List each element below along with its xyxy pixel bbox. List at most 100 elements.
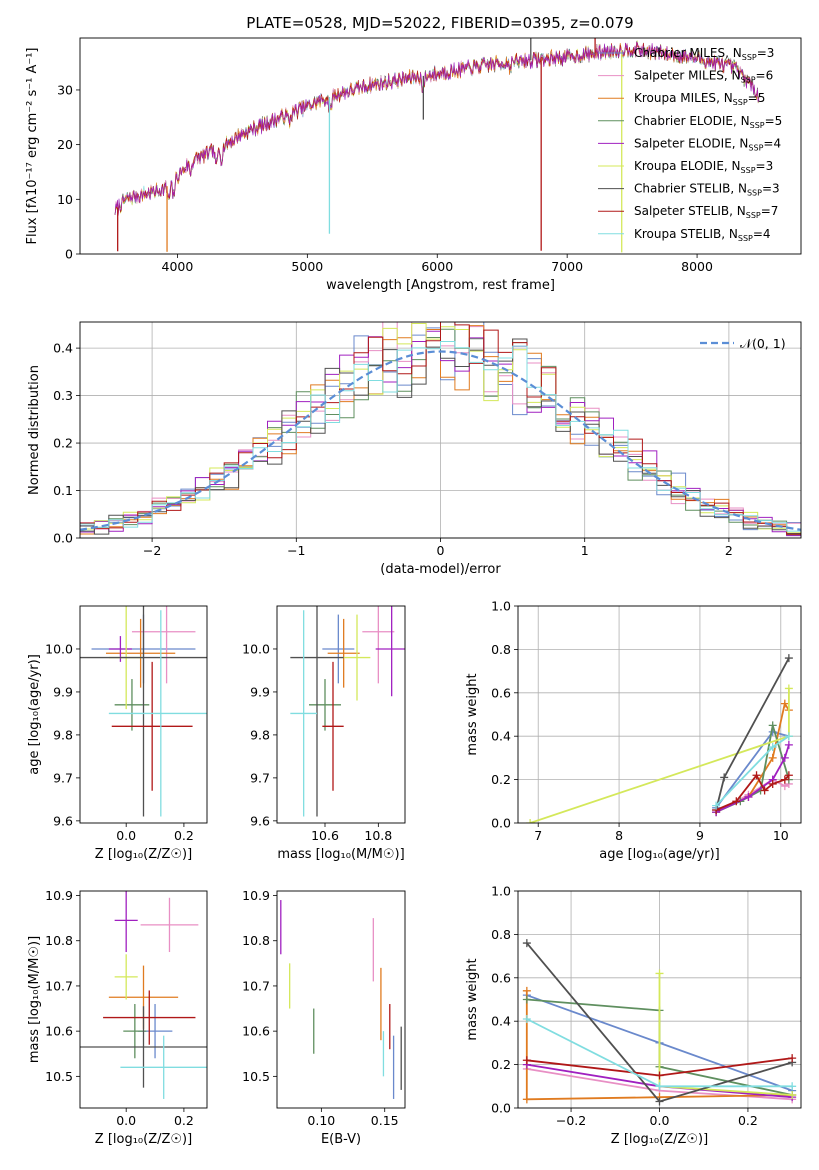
x-tick-label: 8 [615,828,623,843]
errorbar-point-8 [108,610,207,817]
errorbar-point-7 [111,661,193,791]
spectrum-line-4 [114,41,760,216]
y-tick-label: 10.0 [45,641,73,656]
weight-marker [526,819,535,823]
x-axis-label: Z [log₁₀(Z/Z☉)] [95,1132,192,1147]
legend-ssp-subscript: SSP [738,234,753,243]
weight-marker [752,771,761,780]
x-tick-label: 9 [696,828,704,843]
y-tick-label: 10.5 [242,1069,270,1084]
weight-marker [522,995,531,1004]
y-tick-label: 0.1 [53,483,73,498]
weight-marker [780,699,789,708]
weight-marker [780,775,789,784]
y-tick-label: 10.6 [242,1024,270,1039]
legend-entry: Kroupa ELODIE, NSSP=3 [634,159,773,175]
errorbar-point-2 [105,618,176,688]
y-tick-label: 0.0 [53,531,73,546]
axes-frame [517,605,802,824]
legend-entry: Kroupa STELIB, NSSP=4 [634,227,771,243]
axes-frame [276,890,406,1109]
chart-mass-vs-Z: 0.0 0.2 10.5 10.6 10.7 10.8 10.9 Z [log₁₀(Z/Z☉)… [27,888,208,1147]
y-axis-label: mass weight [465,958,480,1040]
x-tick-label: 7 [534,828,542,843]
weight-marker [760,786,769,795]
y-tick-label: 0.2 [53,436,73,451]
y-tick-label: 9.7 [53,770,73,785]
chart-age-vs-mass: 10.6 10.8 9.6 9.7 9.8 9.9 10.0 mass [log₁₀(M/M☉… [242,605,406,862]
x-axis-label: wavelength [Angstrom, rest frame] [326,278,555,293]
legend-ssp-subscript: SSP [746,211,761,220]
errorbar-point-0 [322,614,355,684]
figure-title: PLATE=0528, MJD=52022, FIBERID=0395, z=0… [246,14,633,32]
legend-ssp-subscript: SSP [741,166,756,175]
y-tick-label: 20 [57,137,73,152]
x-axis-label: Z [log₁₀(Z/Z☉)] [95,847,192,862]
x-tick-label: 0.2 [174,1113,194,1128]
plot-area [80,606,207,817]
chart-age-vs-Z: 0.0 0.2 9.6 9.7 9.8 9.9 10.0 Z [log₁₀(Z/Z☉)] age… [27,605,208,862]
x-tick-label: 8000 [681,259,713,274]
axes-frame [276,605,406,824]
weight-marker [732,797,741,806]
weight-marker [768,779,777,788]
weight-marker [784,684,793,693]
legend-equals: = [763,136,773,150]
y-tick-label: 0.2 [491,772,511,787]
y-axis-label: Normed distribution [27,365,42,495]
legend-nssp-value: 3 [767,46,775,60]
legend-nssp-prefix: , N [724,159,741,173]
x-tick-label: 0.2 [174,828,194,843]
legend-ssp-subscript: SSP [750,121,765,130]
y-tick-label: 10.9 [45,888,73,903]
x-tick-label: 0.15 [371,1113,399,1128]
legend-nssp-prefix: , N [716,91,733,105]
histogram-step-8 [80,341,801,532]
legend-equals: = [765,114,775,128]
legend-entry: Salpeter ELODIE, NSSP=4 [634,136,781,152]
y-tick-label: 10.5 [45,1069,73,1084]
errorbar-point-2 [327,618,360,688]
errorbar-point-3 [309,679,341,731]
x-axis-label: Z [log₁₀(Z/Z☉)] [611,1132,708,1147]
plot-area [114,38,760,253]
weight-marker [744,792,753,801]
y-tick-label: 10 [57,192,73,207]
axes-frame [79,890,208,1109]
weight-marker [784,740,793,749]
weight-marker [784,771,793,780]
errorbar-point-1 [362,606,395,684]
y-axis-label: age [log₁₀(age/yr)] [27,654,42,775]
legend-nssp-value: 7 [771,204,779,218]
legend-ssp-subscript: SSP [747,189,762,198]
x-tick-label: 2 [725,543,733,558]
chart-spectrum: 4000 5000 6000 7000 8000 0 10 20 30 wavelength [A… [25,37,802,293]
legend-nssp-value: 3 [766,159,774,173]
chart-residuals: −2 −1 0 1 2 0.0 0.1 0.2 0.3 0.4 (data-model)/error… [27,321,802,577]
y-tick-label: 9.6 [250,813,270,828]
weight-marker [784,732,793,741]
x-tick-label: 6000 [421,259,453,274]
y-tick-label: 0.6 [491,970,511,985]
legend-entry: Chabrier MILES, NSSP=3 [634,46,774,62]
y-tick-label: 10.9 [242,888,270,903]
plot-area [522,939,797,1106]
y-tick-label: 9.6 [53,813,73,828]
weight-line-5 [658,973,793,1096]
weight-marker [655,1071,664,1080]
x-axis-label: age [log₁₀(age/yr)] [599,847,720,862]
legend-nssp-prefix: , N [729,204,746,218]
weight-marker [784,654,793,663]
y-tick-label: 0.4 [53,341,73,356]
y-tick-label: 9.9 [53,684,73,699]
x-axis-label: E(B-V) [321,1132,361,1147]
axes-frame [79,37,802,255]
weight-marker [788,1082,797,1091]
errorbar-point-6 [80,1006,207,1088]
plot-area [280,900,402,1099]
x-tick-label: 0 [437,543,445,558]
y-axis-label: mass [log₁₀(M/M☉)] [27,936,42,1063]
x-tick-label: −1 [287,543,305,558]
